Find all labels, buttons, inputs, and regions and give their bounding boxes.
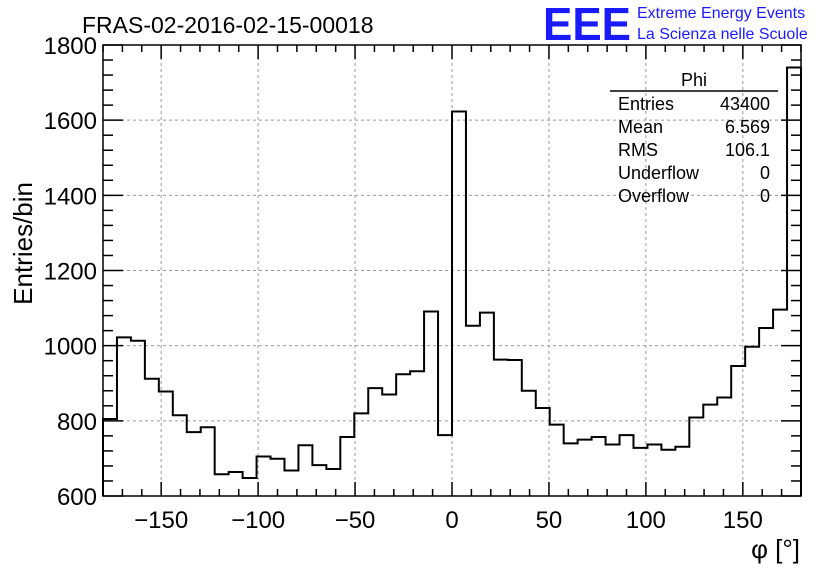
y-tick-label: 600: [57, 484, 97, 511]
stats-label: RMS: [618, 140, 658, 160]
y-axis-label: Entries/bin: [8, 182, 38, 305]
eee-logo-mark: EEE: [543, 0, 631, 50]
stats-label: Mean: [618, 117, 663, 137]
x-axis-label: φ [°]: [751, 534, 800, 564]
x-tick-label: 100: [626, 507, 666, 534]
logo-line-2: La Scienza nelle Scuole: [637, 26, 808, 43]
stats-value: 6.569: [725, 117, 770, 137]
y-tick-label: 1600: [44, 108, 97, 135]
x-tick-label: −150: [134, 507, 188, 534]
histogram-line: [102, 66, 802, 496]
stats-value: 106.1: [725, 140, 770, 160]
stats-value: 43400: [720, 94, 770, 114]
stats-box: Phi Entries 43400 Mean 6.569 RMS 106.1 Underfl…: [610, 70, 778, 206]
x-tick-label: −100: [231, 507, 285, 534]
y-tick-label: 1000: [44, 334, 97, 361]
stats-value: 0: [760, 186, 770, 206]
x-tick-label: 0: [445, 507, 458, 534]
chart-title: FRAS-02-2016-02-15-00018: [82, 12, 374, 38]
y-tick-labels: 600 800 1000 1200 1400 1600 1800: [44, 33, 97, 511]
stats-title: Phi: [681, 70, 707, 90]
eee-logo: EEE Extreme Energy Events La Scienza nel…: [543, 0, 808, 50]
y-tick-label: 1200: [44, 259, 97, 286]
x-tick-label: −50: [335, 507, 376, 534]
stats-label: Entries: [618, 94, 674, 114]
stats-label: Overflow: [618, 186, 690, 206]
y-tick-label: 1800: [44, 33, 97, 60]
logo-line-1: Extreme Energy Events: [637, 5, 805, 22]
stats-rows: Entries 43400 Mean 6.569 RMS 106.1 Underflow 0 O…: [618, 94, 770, 206]
x-tick-label: 50: [536, 507, 563, 534]
y-tick-label: 800: [57, 409, 97, 436]
x-tick-labels: −150 −100 −50 0 50 100 150: [134, 507, 763, 534]
stats-value: 0: [760, 163, 770, 183]
stats-label: Underflow: [618, 163, 700, 183]
y-tick-label: 1400: [44, 183, 97, 210]
x-tick-label: 150: [723, 507, 763, 534]
axis-ticks: [102, 44, 802, 497]
